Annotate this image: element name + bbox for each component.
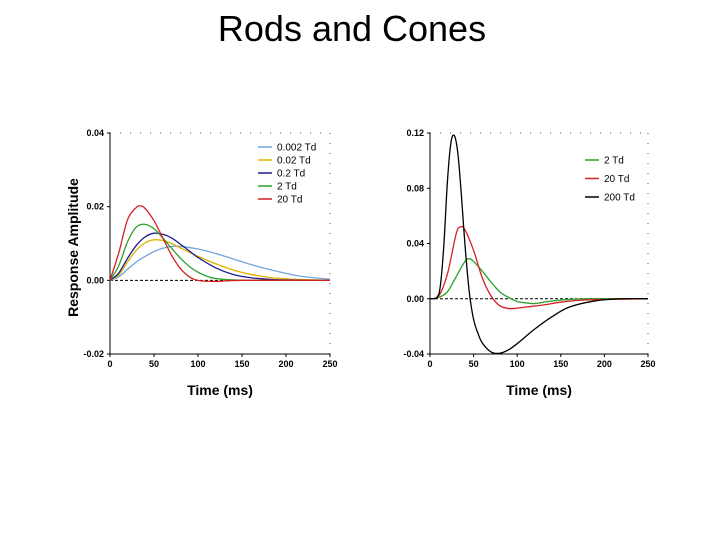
- y-tick-label: 0.02: [86, 202, 104, 212]
- x-tick-label: 100: [510, 359, 525, 369]
- chart-rods: 0 50 100 150 200 250 -0.02 0.00 0.02 0.04 Time (ms…: [65, 128, 338, 398]
- legend-label: 0.02 Td: [277, 156, 311, 167]
- legend-label: 20 Td: [604, 174, 629, 185]
- x-tick-label: 50: [469, 359, 479, 369]
- y-tick-label: 0.04: [86, 128, 104, 138]
- y-tick-label: -0.04: [403, 349, 424, 359]
- series-line-2-td: [429, 258, 649, 305]
- x-tick-label: 150: [234, 359, 249, 369]
- legend-label: 2 Td: [604, 156, 624, 167]
- legend-label: 2 Td: [277, 182, 297, 193]
- x-axis-title: Time (ms): [506, 382, 572, 398]
- legend-label: 0.002 Td: [277, 143, 316, 154]
- x-tick-label: 250: [640, 359, 655, 369]
- y-tick-label: -0.02: [83, 349, 104, 359]
- x-axis-title: Time (ms): [187, 382, 253, 398]
- y-tick-label: 0.08: [406, 183, 424, 193]
- x-tick-label: 250: [322, 359, 337, 369]
- x-tick-label: 200: [278, 359, 293, 369]
- series-line-0-002-td: [109, 245, 331, 281]
- chart-cones: 0 50 100 150 200 250 -0.04 0.00 0.04 0.08 0.12 Time…: [403, 128, 655, 398]
- series-line-0-02-td: [109, 239, 331, 281]
- x-tick-label: 50: [149, 359, 159, 369]
- x-tick-label: 200: [597, 359, 612, 369]
- x-tick-label: 0: [427, 359, 432, 369]
- slide-title: Rods and Cones: [217, 8, 487, 49]
- y-tick-label: 0.12: [406, 128, 424, 138]
- x-tick-label: 100: [190, 359, 205, 369]
- y-axis-title: Response Amplitude: [65, 178, 81, 317]
- legend-label: 20 Td: [277, 195, 302, 206]
- series-line-200-td: [429, 134, 649, 355]
- legend-label: 0.2 Td: [277, 169, 305, 180]
- series-line-0-2-td: [109, 232, 331, 281]
- y-tick-label: 0.00: [86, 275, 104, 285]
- legend-label: 200 Td: [604, 193, 635, 204]
- series-line-20-td: [429, 225, 649, 310]
- x-tick-label: 0: [107, 359, 112, 369]
- series-line-20-td: [109, 205, 331, 283]
- x-tick-label: 150: [553, 359, 568, 369]
- series-line-2-td: [109, 223, 330, 282]
- y-tick-label: 0.00: [406, 294, 424, 304]
- y-tick-label: 0.04: [406, 239, 424, 249]
